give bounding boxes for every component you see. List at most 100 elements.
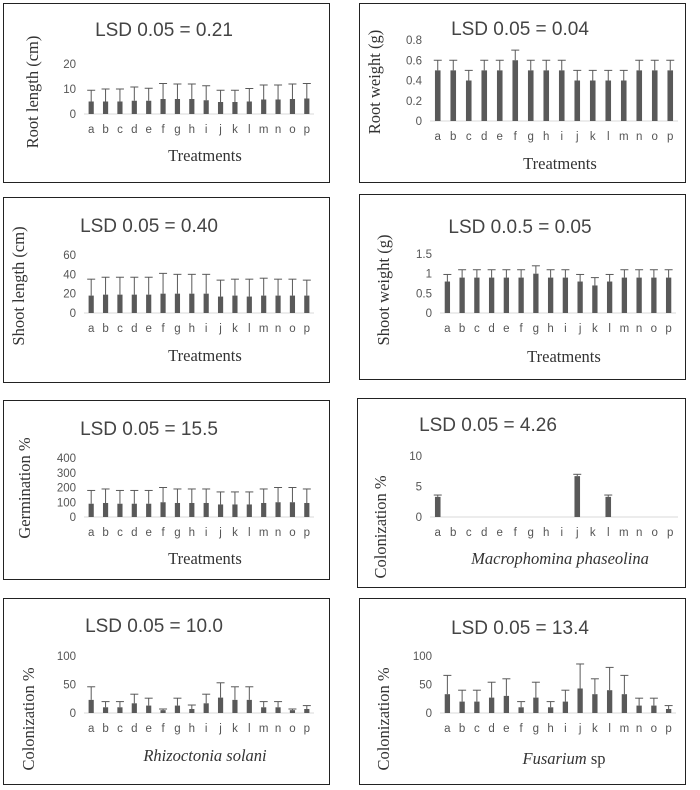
bar-m: [621, 277, 628, 313]
bar-c: [117, 294, 123, 313]
x-tick-label-g: g: [174, 124, 180, 136]
x-axis-label: Treatments: [523, 154, 597, 173]
y-tick-label: 50: [63, 680, 76, 692]
x-tick-label-h: h: [547, 323, 553, 335]
bar-m: [620, 80, 627, 121]
x-tick-label-i: i: [205, 124, 208, 136]
bar-f: [160, 293, 166, 313]
x-tick-label-p: p: [304, 527, 310, 539]
bar-c: [474, 277, 480, 313]
x-tick-label-o: o: [289, 723, 295, 735]
bar-f: [160, 99, 166, 114]
x-tick-label-n: n: [275, 124, 281, 136]
x-tick-label-o: o: [289, 323, 295, 335]
bar-m: [261, 502, 267, 517]
bar-p: [665, 709, 672, 713]
y-tick-label: 20: [63, 289, 76, 301]
x-tick-label-i: i: [205, 323, 208, 335]
x-axis-label: Rhizoctonia solani: [142, 746, 267, 765]
bar-a: [88, 699, 94, 713]
bar-h: [189, 99, 195, 114]
x-tick-label-k: k: [232, 323, 238, 335]
x-tick-label-c: c: [466, 131, 472, 143]
bar-j: [217, 697, 224, 713]
x-tick-label-e: e: [497, 131, 503, 143]
x-tick-label-a: a: [88, 323, 95, 335]
x-tick-label-a: a: [435, 131, 442, 143]
bar-k: [592, 694, 598, 713]
bar-a: [88, 295, 94, 313]
y-tick-label: 0.5: [416, 288, 432, 300]
bar-j: [217, 296, 224, 313]
x-tick-label-j: j: [218, 124, 222, 136]
chart-panel-macrophomina: LSD 0.05 = 4.26 0 5 10 a b c d e f g h i j k l m n o p Colon…: [357, 398, 686, 588]
bar-o: [651, 705, 657, 713]
y-tick-label: 0.2: [406, 96, 422, 108]
y-tick-label: 5: [416, 482, 422, 494]
y-axis-label: Root weight (g): [365, 30, 384, 135]
chart-title: LSD 0.05 = 13.4: [451, 618, 589, 639]
y-tick-label: 0: [426, 308, 432, 320]
bar-n: [636, 705, 642, 713]
x-tick-label-k: k: [232, 723, 238, 735]
x-tick-label-i: i: [560, 131, 563, 143]
bar-c: [117, 101, 123, 114]
y-tick-label: 60: [63, 250, 76, 262]
x-axis-label: Treatments: [168, 146, 242, 165]
x-tick-label-f: f: [161, 527, 165, 539]
x-tick-label-k: k: [232, 124, 238, 136]
bar-d: [131, 294, 137, 313]
x-tick-label-n: n: [636, 723, 642, 735]
bar-j: [577, 281, 583, 313]
x-tick-label-k: k: [590, 131, 596, 143]
x-tick-label-d: d: [131, 723, 137, 735]
bar-a: [88, 101, 94, 114]
bar-i: [562, 277, 569, 313]
bar-n: [636, 70, 643, 121]
bar-l: [605, 80, 612, 121]
bar-j: [577, 688, 583, 713]
bar-e: [146, 100, 152, 114]
x-tick-label-h: h: [189, 527, 195, 539]
bar-f: [160, 710, 166, 713]
x-tick-label-f: f: [520, 323, 524, 335]
bar-e: [503, 277, 510, 313]
x-tick-label-e: e: [145, 723, 151, 735]
bar-b: [102, 294, 109, 313]
y-tick-label: 0: [426, 708, 432, 720]
x-tick-label-c: c: [474, 323, 480, 335]
x-tick-label-e: e: [145, 527, 151, 539]
x-tick-label-p: p: [304, 323, 310, 335]
bar-j: [574, 80, 581, 121]
bar-k: [589, 80, 596, 121]
x-tick-label-m: m: [259, 527, 269, 539]
x-tick-label-b: b: [102, 723, 108, 735]
bar-i: [203, 502, 209, 517]
x-tick-label-d: d: [481, 527, 487, 539]
bar-c: [474, 701, 480, 713]
bar-g: [527, 70, 534, 121]
chart-panel-root-weight: LSD 0.05 = 0.04 0 0.2 0.4 0.6 0.8 a b c d e f g h i j k l…: [359, 3, 686, 183]
x-tick-label-p: p: [665, 723, 671, 735]
x-tick-label-i: i: [205, 527, 208, 539]
bar-b: [459, 701, 465, 713]
bar-d: [131, 100, 137, 114]
bar-h: [547, 277, 554, 313]
x-tick-label-d: d: [131, 527, 137, 539]
chart-panel-shoot-length: LSD 0.05 = 0.40 0 20 40 60 a b c d e f g h i j k l m n o p Sh…: [3, 197, 330, 383]
x-axis-label: Macrophomina phaseolina: [470, 549, 649, 568]
x-tick-label-g: g: [174, 323, 180, 335]
bar-g: [174, 99, 181, 114]
x-tick-label-k: k: [590, 527, 596, 539]
x-tick-label-a: a: [444, 723, 451, 735]
x-tick-label-m: m: [620, 723, 630, 735]
bar-m: [261, 99, 267, 114]
x-tick-label-d: d: [488, 323, 494, 335]
chart-title: LSD 0.05 = 0.21: [95, 20, 233, 41]
bar-o: [651, 277, 657, 313]
chart-panel-shoot-weight: LSD 0.0.5 = 0.05 0 0.5 1 1.5 a b c d e f g h i j k l m n o p…: [359, 194, 686, 380]
bar-b: [459, 277, 465, 313]
x-tick-label-i: i: [564, 723, 567, 735]
x-tick-label-a: a: [88, 723, 95, 735]
x-tick-label-g: g: [174, 527, 180, 539]
